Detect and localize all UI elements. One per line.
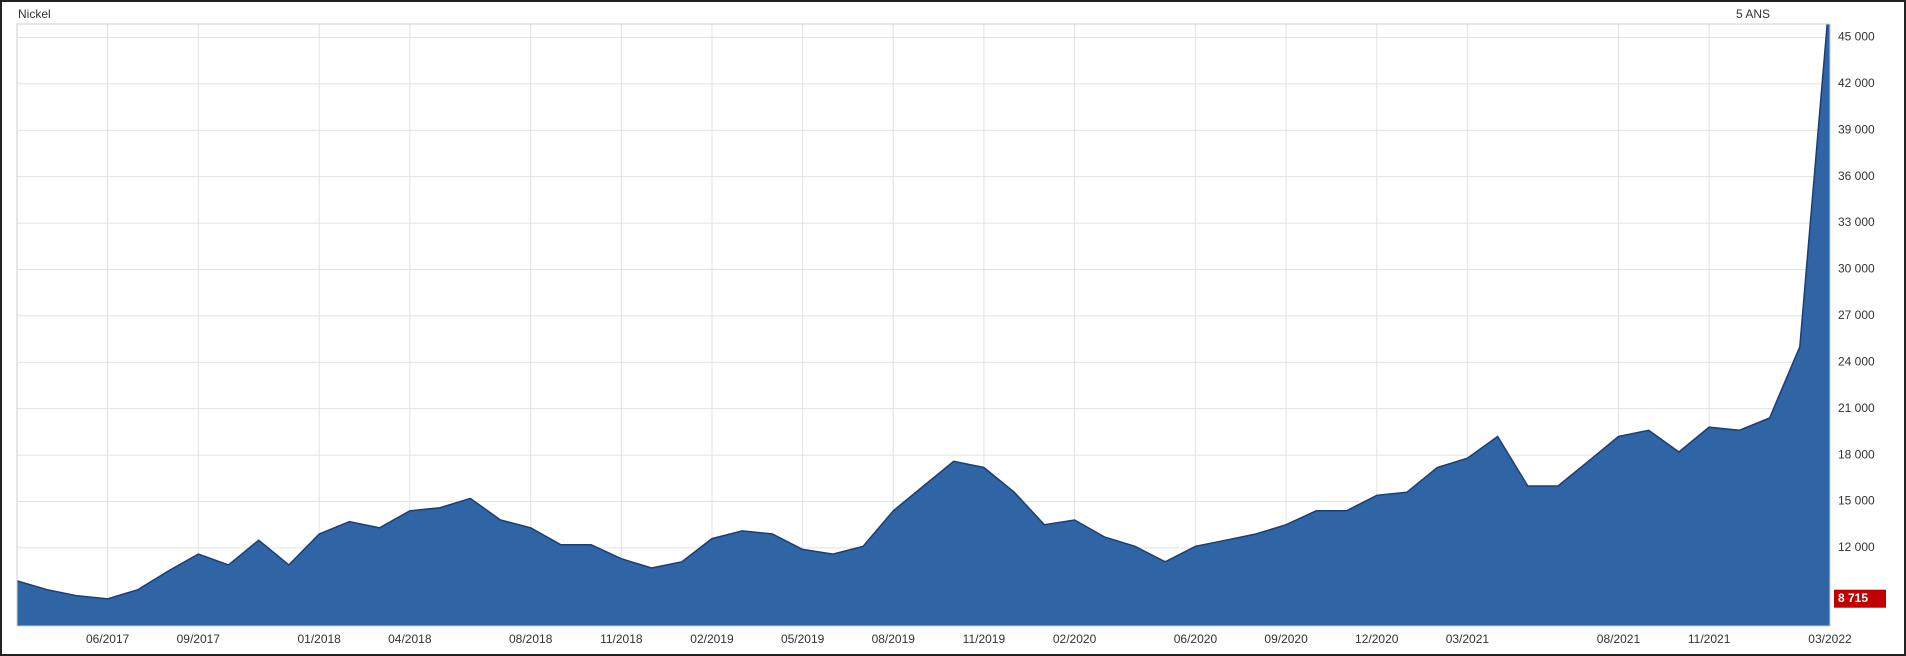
y-tick-label: 18 000 xyxy=(1838,447,1875,461)
x-tick-label: 03/2021 xyxy=(1446,632,1490,646)
area xyxy=(17,24,1830,626)
x-tick-label: 11/2019 xyxy=(963,632,1006,646)
y-tick-label: 27 000 xyxy=(1838,308,1875,322)
x-tick-label: 02/2019 xyxy=(690,632,734,646)
x-tick-label: 02/2020 xyxy=(1053,632,1097,646)
price-marker-label: 8 715 xyxy=(1838,591,1868,605)
x-tick-label: 05/2019 xyxy=(781,632,825,646)
x-tick-label: 03/2022 xyxy=(1808,632,1852,646)
plot-border xyxy=(16,23,1831,627)
x-tick-label: 06/2020 xyxy=(1174,632,1218,646)
price-marker xyxy=(1834,589,1886,608)
x-tick-label: 12/2020 xyxy=(1355,632,1399,646)
y-tick-label: 24 000 xyxy=(1838,354,1875,368)
chart-title: Nickel xyxy=(18,7,51,21)
y-tick-label: 36 000 xyxy=(1838,169,1875,183)
x-tick-label: 08/2021 xyxy=(1597,632,1641,646)
period-label: 5 ANS xyxy=(1736,7,1770,21)
x-tick-label: 08/2019 xyxy=(872,632,916,646)
y-tick-label: 42 000 xyxy=(1838,76,1875,90)
x-tick-label: 11/2021 xyxy=(1688,632,1731,646)
y-tick-label: 33 000 xyxy=(1838,215,1875,229)
line xyxy=(17,24,1828,600)
y-tick-label: 45 000 xyxy=(1838,30,1875,44)
x-tick-label: 11/2018 xyxy=(600,632,643,646)
y-tick-label: 39 000 xyxy=(1838,122,1875,136)
y-tick-label: 15 000 xyxy=(1838,494,1875,508)
x-tick-label: 09/2017 xyxy=(177,632,221,646)
plot xyxy=(17,24,1830,626)
x-tick-label: 04/2018 xyxy=(388,632,432,646)
labels: 12 000 15 000 18 000 21 000 24 000 27 000 30 0… xyxy=(86,30,1886,646)
x-tick-label: 06/2017 xyxy=(86,632,130,646)
y-tick-label: 12 000 xyxy=(1838,540,1875,554)
y-tick-label: 30 000 xyxy=(1838,262,1875,276)
x-tick-label: 01/2018 xyxy=(297,632,341,646)
y-tick-label: 21 000 xyxy=(1838,401,1875,415)
x-tick-label: 08/2018 xyxy=(509,632,553,646)
x-tick-label: 09/2020 xyxy=(1264,632,1308,646)
